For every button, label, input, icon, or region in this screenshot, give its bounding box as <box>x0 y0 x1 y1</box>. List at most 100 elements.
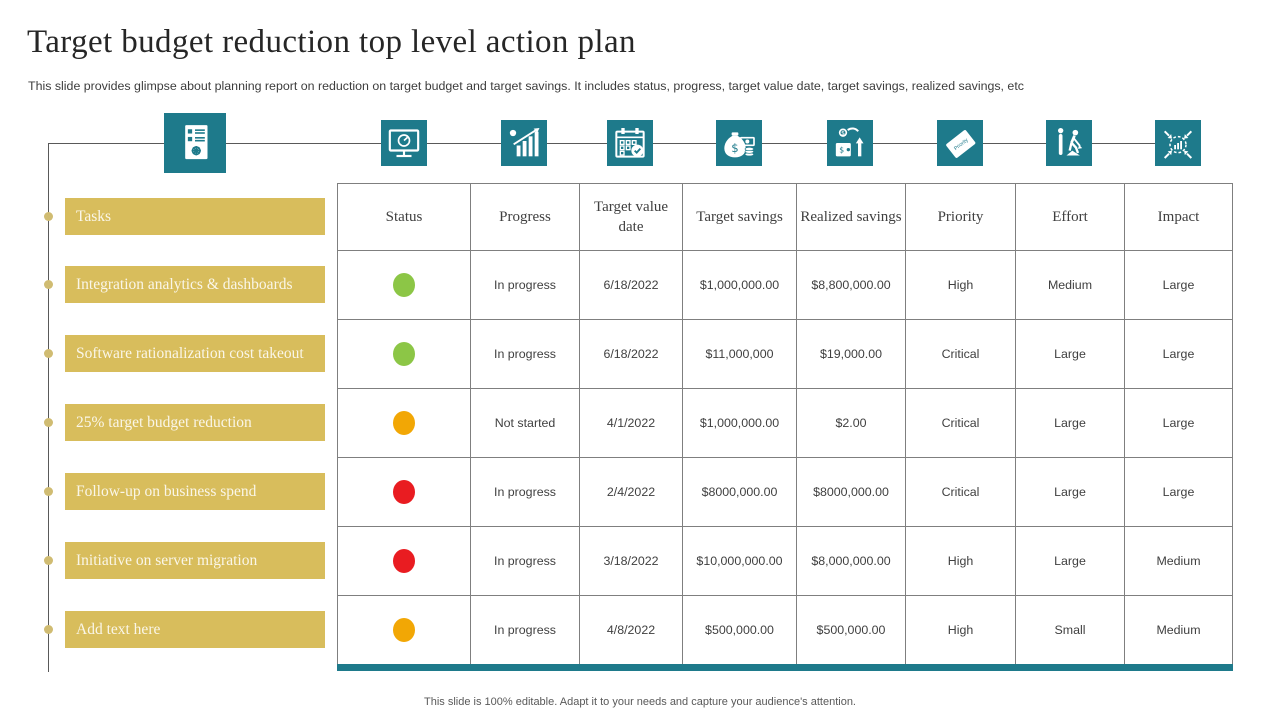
table-cell: $1,000,000.00 <box>682 388 797 458</box>
report-checklist-icon <box>164 113 226 173</box>
table-cell: $8000,000.00 <box>796 457 906 527</box>
svg-text:$: $ <box>731 141 738 155</box>
table-cell: $19,000.00 <box>796 319 906 389</box>
status-cell <box>337 319 471 389</box>
table-cell: In progress <box>470 319 580 389</box>
task-bar: Software rationalization cost takeout <box>65 335 325 372</box>
table-cell: 6/18/2022 <box>579 319 683 389</box>
page-title: Target budget reduction top level action… <box>27 24 636 60</box>
timeline-dot <box>44 487 53 496</box>
column-header: Impact <box>1124 183 1233 251</box>
growth-analysis-icon <box>501 120 547 166</box>
table-cell: High <box>905 250 1016 320</box>
table-cell: $2.00 <box>796 388 906 458</box>
table-cell: Large <box>1015 319 1125 389</box>
table-cell: Medium <box>1124 526 1233 596</box>
column-header: Realized savings <box>796 183 906 251</box>
table-cell: Medium <box>1124 595 1233 665</box>
tasks-header-bar: Tasks <box>65 198 325 235</box>
footer-note: This slide is 100% editable. Adapt it to… <box>424 696 856 708</box>
table-row: In progress 2/4/2022 $8000,000.00 $8000,000… <box>337 457 1233 527</box>
svg-text:$: $ <box>841 130 845 137</box>
column-header: Status <box>337 183 471 251</box>
realized-savings-icon: $ $ <box>827 120 873 166</box>
status-dot-red <box>393 480 415 504</box>
effort-icon <box>1046 120 1092 166</box>
task-bar: Follow-up on business spend <box>65 473 325 510</box>
table-cell: $8,800,000.00 <box>796 250 906 320</box>
table-cell: Large <box>1124 457 1233 527</box>
table-cell: $8000,000.00 <box>682 457 797 527</box>
table-row: Not started 4/1/2022 $1,000,000.00 $2.00 Cri… <box>337 388 1233 458</box>
schedule-calendar-icon <box>607 120 653 166</box>
target-savings-icon: $ <box>716 120 762 166</box>
status-cell <box>337 388 471 458</box>
status-cell <box>337 457 471 527</box>
table-cell: Critical <box>905 319 1016 389</box>
table-cell: Large <box>1015 388 1125 458</box>
table-cell: 4/1/2022 <box>579 388 683 458</box>
table-cell: 4/8/2022 <box>579 595 683 665</box>
table-bottom-accent <box>337 664 1233 671</box>
status-cell <box>337 595 471 665</box>
status-cell <box>337 526 471 596</box>
timeline-dot <box>44 556 53 565</box>
status-dot-amber <box>393 411 415 435</box>
table-cell: In progress <box>470 457 580 527</box>
table-cell: $500,000.00 <box>682 595 797 665</box>
status-cell <box>337 250 471 320</box>
table-cell: Not started <box>470 388 580 458</box>
table-cell: $11,000,000 <box>682 319 797 389</box>
table-cell: 3/18/2022 <box>579 526 683 596</box>
status-dot-green <box>393 342 415 366</box>
impact-icon <box>1155 120 1201 166</box>
table-cell: Medium <box>1015 250 1125 320</box>
table-row: In progress 6/18/2022 $11,000,000 $19,000.0… <box>337 319 1233 389</box>
table-cell: Large <box>1015 457 1125 527</box>
table-cell: Large <box>1015 526 1125 596</box>
task-bar: Integration analytics & dashboards <box>65 266 325 303</box>
action-plan-table: Status Progress Target value date Target sa… <box>337 183 1233 665</box>
table-cell: Critical <box>905 388 1016 458</box>
column-header: Progress <box>470 183 580 251</box>
timeline-dot <box>44 418 53 427</box>
table-cell: 6/18/2022 <box>579 250 683 320</box>
table-cell: In progress <box>470 250 580 320</box>
task-bar: Add text here <box>65 611 325 648</box>
table-cell: $8,000,000.00 <box>796 526 906 596</box>
priority-icon: Priority <box>937 120 983 166</box>
table-cell: 2/4/2022 <box>579 457 683 527</box>
table-cell: Large <box>1124 319 1233 389</box>
page-subtitle: This slide provides glimpse about planni… <box>28 79 1024 93</box>
table-cell: Large <box>1124 388 1233 458</box>
svg-text:$: $ <box>839 146 844 155</box>
table-cell: Critical <box>905 457 1016 527</box>
column-header: Target value date <box>579 183 683 251</box>
table-row: In progress 3/18/2022 $10,000,000.00 $8,000… <box>337 526 1233 596</box>
dashboard-monitor-icon <box>381 120 427 166</box>
table-row: In progress 6/18/2022 $1,000,000.00 $8,800,… <box>337 250 1233 320</box>
table-cell: $1,000,000.00 <box>682 250 797 320</box>
table-cell: Small <box>1015 595 1125 665</box>
timeline-dot <box>44 625 53 634</box>
column-header: Priority <box>905 183 1016 251</box>
table-cell: High <box>905 595 1016 665</box>
timeline-line <box>48 143 49 672</box>
table-cell: High <box>905 526 1016 596</box>
column-header: Effort <box>1015 183 1125 251</box>
table-cell: Large <box>1124 250 1233 320</box>
status-dot-amber <box>393 618 415 642</box>
task-bar: Initiative on server migration <box>65 542 325 579</box>
table-cell: In progress <box>470 526 580 596</box>
column-header: Target savings <box>682 183 797 251</box>
timeline-dot <box>44 212 53 221</box>
table-cell: $10,000,000.00 <box>682 526 797 596</box>
timeline-dot <box>44 280 53 289</box>
timeline-dot <box>44 349 53 358</box>
table-cell: In progress <box>470 595 580 665</box>
status-dot-red <box>393 549 415 573</box>
status-dot-green <box>393 273 415 297</box>
table-row: In progress 4/8/2022 $500,000.00 $500,000.0… <box>337 595 1233 665</box>
task-bar: 25% target budget reduction <box>65 404 325 441</box>
